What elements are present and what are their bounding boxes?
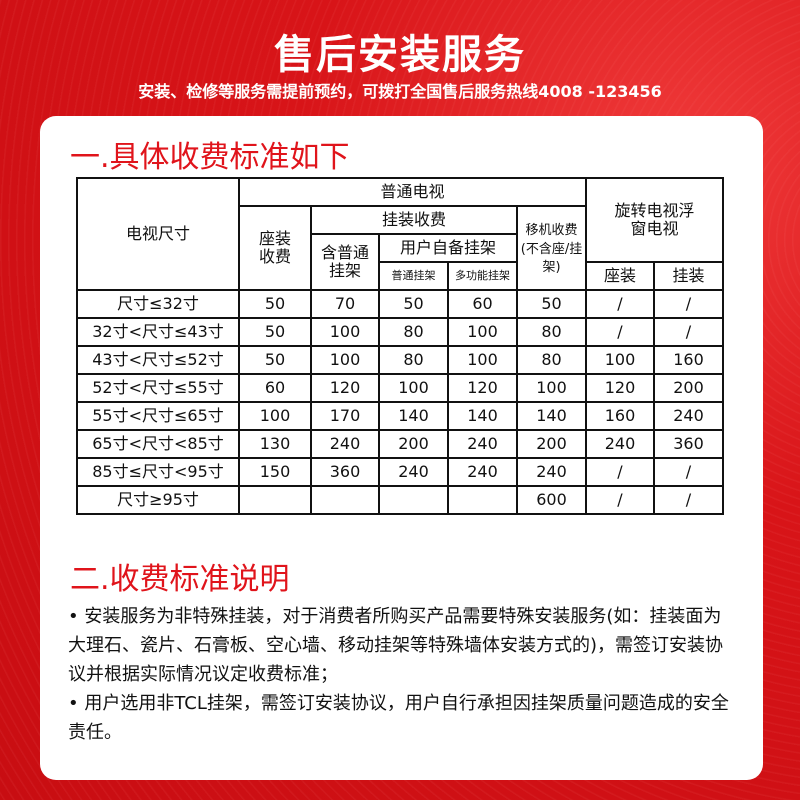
price-cell: 120: [310, 373, 380, 403]
price-cell: 80: [516, 345, 587, 375]
table-row: 尺寸≥95寸 600//: [76, 485, 724, 515]
price-cell: 80: [378, 317, 449, 347]
table-row: 65寸<尺寸<85寸 130 240 200 240 200 240 360: [76, 429, 724, 459]
size-cell: 尺寸≤32寸: [76, 289, 240, 319]
price-cell: 100: [516, 373, 587, 403]
table-row: 52寸<尺寸≤55寸 60 120 100 120 100 120 200: [76, 373, 724, 403]
price-cell: 160: [653, 345, 724, 375]
price-cell: /: [585, 457, 655, 487]
header-normal-tv: 普通电视: [238, 177, 587, 207]
subtitle-hotline: 安装、检修等服务需提前预约，可拨打全国售后服务热线4008 -123456: [138, 82, 662, 101]
price-cell: /: [653, 485, 724, 515]
price-cell: 50: [378, 289, 449, 319]
price-cell: 200: [516, 429, 587, 459]
note-item: • 安装服务为非特殊挂装，对于消费者所购买产品需要特殊安装服务(如：挂装面为大理…: [68, 606, 724, 685]
price-cell: 120: [447, 373, 518, 403]
header-rot-wall: 挂装: [653, 261, 724, 291]
price-cell: 100: [447, 345, 518, 375]
price-cell: 240: [653, 401, 724, 431]
price-cell: /: [653, 317, 724, 347]
price-cell: [310, 485, 380, 515]
price-cell: 80: [378, 345, 449, 375]
content-card: 一.具体收费标准如下 电视尺寸 普通电视 旋转电视浮窗电视 座装收费 挂装收费 …: [40, 116, 763, 780]
price-cell: 50: [238, 317, 312, 347]
price-cell: [447, 485, 518, 515]
price-cell: 240: [585, 429, 655, 459]
table-row: 55寸<尺寸≤65寸 100 170 140 140 140 160 240: [76, 401, 724, 431]
header-move-fee: 移机收费(不含座/挂架): [516, 205, 587, 291]
price-cell: 100: [238, 401, 312, 431]
header-rot-seat: 座装: [585, 261, 655, 291]
section-title-notes: 二.收费标准说明: [70, 562, 290, 597]
note-item: • 用户选用非TCL挂架，需签订安装协议，用户自行承担因挂架质量问题造成的安全责…: [68, 693, 729, 743]
price-cell: /: [585, 289, 655, 319]
header-normal-bracket: 普通挂架: [378, 261, 449, 291]
price-cell: 240: [447, 457, 518, 487]
price-cell: 360: [310, 457, 380, 487]
price-cell: 200: [653, 373, 724, 403]
table-row: 43寸<尺寸≤52寸 50 100 80 100 80 100 160: [76, 345, 724, 375]
price-cell: /: [585, 485, 655, 515]
price-cell: 240: [447, 429, 518, 459]
price-cell: 50: [238, 289, 312, 319]
fee-table: 电视尺寸 普通电视 旋转电视浮窗电视 座装收费 挂装收费 移机收费(不含座/挂架…: [76, 177, 724, 515]
size-cell: 65寸<尺寸<85寸: [76, 429, 240, 459]
price-cell: 100: [447, 317, 518, 347]
size-cell: 85寸≤尺寸<95寸: [76, 457, 240, 487]
header-seat-fee: 座装收费: [238, 205, 312, 291]
table-row: 85寸≤尺寸<95寸 150 360 240 240 240//: [76, 457, 724, 487]
price-cell: 240: [378, 457, 449, 487]
table-row: 32寸<尺寸≤43寸 50 100 80 100 80//: [76, 317, 724, 347]
header-incl-bracket: 含普通挂架: [310, 233, 380, 291]
price-cell: [378, 485, 449, 515]
price-cell: 600: [516, 485, 587, 515]
header-size: 电视尺寸: [76, 177, 240, 291]
price-cell: 140: [378, 401, 449, 431]
price-cell: 60: [447, 289, 518, 319]
price-cell: 100: [310, 317, 380, 347]
price-cell: 100: [378, 373, 449, 403]
price-cell: 240: [310, 429, 380, 459]
price-cell: 50: [516, 289, 587, 319]
header-own-bracket: 用户自备挂架: [378, 233, 518, 263]
price-cell: /: [653, 457, 724, 487]
price-cell: 130: [238, 429, 312, 459]
header-wall-fee: 挂装收费: [310, 205, 518, 235]
notes-list: • 安装服务为非特殊挂装，对于消费者所购买产品需要特殊安装服务(如：挂装面为大理…: [68, 602, 738, 747]
header-multi-bracket: 多功能挂架: [447, 261, 518, 291]
price-cell: 140: [516, 401, 587, 431]
price-cell: 140: [447, 401, 518, 431]
price-cell: 120: [585, 373, 655, 403]
price-cell: /: [653, 289, 724, 319]
price-cell: 50: [238, 345, 312, 375]
price-cell: 150: [238, 457, 312, 487]
page-title: 售后安装服务: [274, 32, 526, 78]
price-cell: 200: [378, 429, 449, 459]
section-title-fees: 一.具体收费标准如下: [70, 140, 350, 175]
header-rotating-tv: 旋转电视浮窗电视: [585, 177, 724, 263]
price-cell: 240: [516, 457, 587, 487]
price-cell: [238, 485, 312, 515]
price-cell: 100: [585, 345, 655, 375]
size-cell: 尺寸≥95寸: [76, 485, 240, 515]
price-cell: 80: [516, 317, 587, 347]
size-cell: 43寸<尺寸≤52寸: [76, 345, 240, 375]
size-cell: 55寸<尺寸≤65寸: [76, 401, 240, 431]
price-cell: 160: [585, 401, 655, 431]
table-row: 尺寸≤32寸 50 70 50 60 50//: [76, 289, 724, 319]
price-cell: 100: [310, 345, 380, 375]
size-cell: 32寸<尺寸≤43寸: [76, 317, 240, 347]
price-cell: 70: [310, 289, 380, 319]
size-cell: 52寸<尺寸≤55寸: [76, 373, 240, 403]
price-cell: 60: [238, 373, 312, 403]
price-cell: 360: [653, 429, 724, 459]
price-cell: /: [585, 317, 655, 347]
price-cell: 170: [310, 401, 380, 431]
